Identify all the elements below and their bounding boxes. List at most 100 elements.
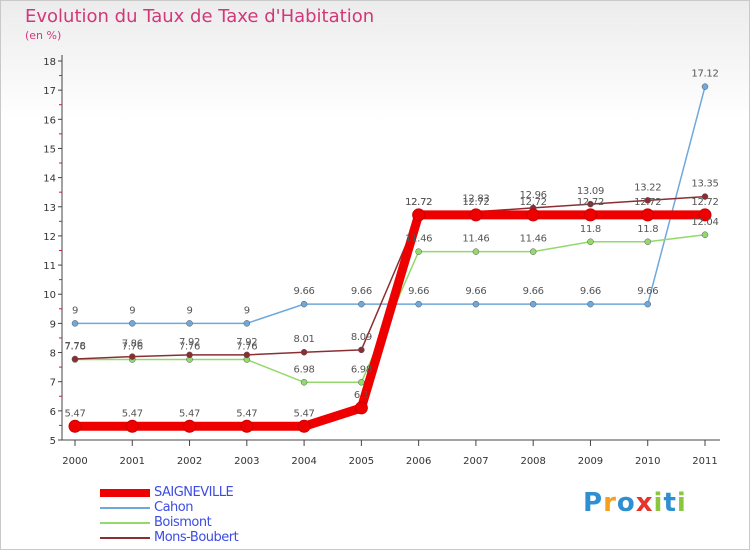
data-point — [698, 208, 712, 222]
data-point — [644, 300, 651, 308]
data-point — [644, 238, 651, 246]
y-tick-label: 9 — [50, 319, 56, 330]
x-tick-label: 2007 — [463, 456, 488, 467]
data-point — [701, 83, 709, 90]
data-point — [300, 379, 308, 386]
legend-swatch-saigneville — [100, 488, 150, 497]
data-label: 8.09 — [351, 332, 372, 343]
data-point — [129, 353, 136, 360]
data-label: 11.46 — [462, 234, 489, 245]
data-label: 5.47 — [122, 408, 143, 419]
data-label: 6.98 — [351, 364, 372, 375]
y-tick-label: 10 — [43, 290, 56, 301]
series-line-saigneville — [75, 210, 705, 431]
y-tick-label: 14 — [43, 174, 56, 185]
legend: SAIGNEVILLE Cahon Boismont Mons-Boubert — [100, 485, 239, 545]
data-point — [183, 419, 197, 433]
x-tick-label: 2000 — [62, 456, 87, 467]
y-tick-label: 11 — [43, 261, 56, 272]
data-label: 7.76 — [236, 342, 257, 353]
data-point — [587, 300, 594, 308]
logo-letter: i — [653, 488, 664, 518]
data-label: 11.8 — [580, 224, 601, 235]
x-tick-label: 2009 — [578, 456, 603, 467]
data-point — [529, 300, 537, 308]
data-point — [358, 379, 365, 386]
data-label: 9 — [244, 305, 250, 316]
data-point — [300, 300, 308, 308]
data-label: 5.47 — [64, 408, 85, 419]
data-point — [129, 320, 136, 327]
data-label: 12.72 — [577, 197, 604, 208]
data-point — [469, 208, 483, 222]
x-tick-label: 2003 — [234, 456, 259, 467]
data-label: 9.66 — [408, 286, 429, 297]
data-label: 17.12 — [691, 69, 718, 80]
x-tick-label: 2002 — [177, 456, 202, 467]
x-tick-label: 2005 — [349, 456, 374, 467]
chart-title: Evolution du Taux de Taxe d'Habitation — [25, 6, 375, 27]
data-point — [71, 355, 79, 363]
legend-item: SAIGNEVILLE — [100, 485, 238, 500]
y-tick-label: 12 — [43, 232, 56, 243]
data-point — [186, 351, 193, 359]
data-point — [644, 197, 651, 204]
y-tick-label: 7 — [50, 378, 56, 389]
x-tick-label: 2011 — [692, 456, 717, 467]
data-label: 7.78 — [64, 341, 85, 352]
data-label: 5.47 — [236, 408, 257, 419]
data-label: 9.66 — [637, 286, 658, 297]
y-tick-label: 5 — [50, 436, 56, 447]
data-label: 9.66 — [351, 286, 372, 297]
data-point — [415, 300, 422, 308]
legend-swatch-cahon — [100, 506, 150, 509]
data-label: 9 — [72, 305, 78, 316]
data-label: 6.1 — [354, 390, 369, 401]
series-line-mons-boubert — [74, 195, 706, 360]
data-label: 12.72 — [462, 197, 489, 208]
data-point — [587, 238, 594, 246]
data-label: 12.72 — [520, 197, 547, 208]
data-point — [243, 351, 251, 359]
data-point — [701, 231, 709, 239]
legend-label: Mons-Boubert — [154, 530, 239, 545]
legend-item: Boismont — [100, 515, 238, 530]
data-label: 13.09 — [577, 186, 604, 197]
data-label: 12.04 — [691, 217, 718, 228]
legend-swatch-mons-boubert — [100, 536, 150, 539]
data-label: 7.76 — [122, 342, 143, 353]
data-point — [68, 419, 82, 433]
y-tick-label: 8 — [50, 349, 56, 360]
data-label: 12.72 — [405, 197, 432, 208]
data-point — [300, 348, 308, 356]
data-label: 9.66 — [580, 286, 601, 297]
data-label: 8.01 — [294, 334, 315, 345]
data-point — [243, 320, 251, 327]
legend-swatch-boismont — [100, 521, 150, 524]
data-label: 7.76 — [64, 342, 85, 353]
data-label: 5.47 — [179, 408, 200, 419]
data-point — [701, 193, 709, 200]
legend-label: SAIGNEVILLE — [154, 485, 234, 500]
proxiti-logo: Proxiti — [583, 488, 687, 518]
data-label: 12.72 — [405, 197, 432, 208]
data-label: 9 — [187, 305, 193, 316]
logo-letter: P — [583, 488, 604, 518]
data-point — [412, 208, 426, 222]
data-label: 7.76 — [179, 342, 200, 353]
data-point — [472, 248, 480, 255]
data-point — [587, 200, 594, 208]
x-tick-label: 2006 — [406, 456, 431, 467]
y-tick-label: 13 — [43, 203, 56, 214]
legend-item: Mons-Boubert — [100, 530, 239, 545]
data-point — [71, 320, 79, 327]
data-point — [641, 208, 655, 222]
data-label: 11.46 — [405, 234, 432, 245]
chart-subtitle: (en %) — [25, 29, 62, 42]
logo-letter: o — [616, 488, 636, 518]
data-point — [472, 300, 480, 308]
data-label: 13.35 — [691, 179, 718, 190]
logo-letter: i — [676, 488, 687, 518]
